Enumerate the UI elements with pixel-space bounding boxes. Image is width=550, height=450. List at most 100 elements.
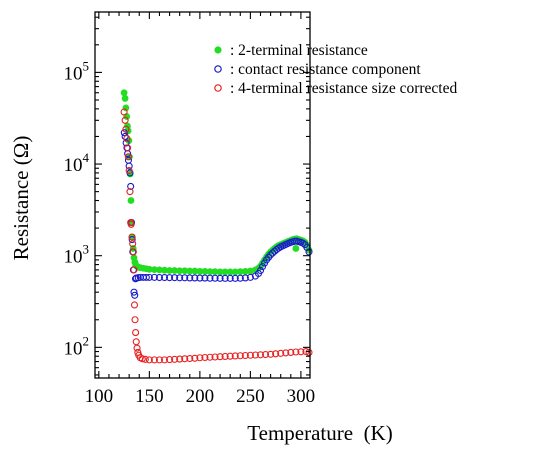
data-points-layer bbox=[120, 89, 313, 364]
y-tick-label-100: 102 bbox=[64, 333, 90, 359]
x-tick-label-250: 250 bbox=[236, 386, 265, 407]
point-s3-39 bbox=[221, 352, 229, 361]
point-s3-23 bbox=[141, 355, 149, 363]
x-tick-label-200: 200 bbox=[186, 386, 215, 407]
point-s3-53 bbox=[292, 348, 300, 356]
point-s3-17 bbox=[132, 338, 140, 346]
point-s2-13 bbox=[130, 288, 138, 296]
point-s3-25 bbox=[150, 356, 158, 364]
point-s3-5 bbox=[124, 153, 132, 161]
point-s1-40 bbox=[241, 267, 249, 275]
y-axis-title: Resistance (Ω) bbox=[9, 136, 33, 261]
point-s2-0 bbox=[120, 129, 128, 137]
point-s3-33 bbox=[191, 354, 199, 362]
point-s3-45 bbox=[251, 351, 259, 359]
series-2 bbox=[120, 129, 313, 299]
point-s1-37 bbox=[226, 268, 234, 276]
point-s1-23 bbox=[156, 266, 163, 274]
point-s3-51 bbox=[282, 349, 290, 357]
x-axis-title: Temperature (K) bbox=[247, 421, 392, 445]
point-s1-34 bbox=[211, 268, 219, 276]
x-tick-label-100: 100 bbox=[85, 386, 114, 407]
point-s1-24 bbox=[161, 266, 168, 274]
point-s2-25 bbox=[166, 274, 174, 282]
point-s2-14 bbox=[131, 291, 139, 299]
point-s3-50 bbox=[277, 349, 285, 357]
point-s2-26 bbox=[171, 274, 179, 282]
point-s3-42 bbox=[236, 352, 244, 360]
legend-marker-2 bbox=[214, 65, 222, 73]
point-s3-52 bbox=[287, 348, 295, 356]
point-s2-68 bbox=[305, 248, 313, 256]
point-s3-4 bbox=[124, 144, 132, 152]
point-s2-30 bbox=[191, 274, 199, 282]
point-s3-31 bbox=[181, 355, 189, 363]
y-tick-label-10000: 104 bbox=[64, 150, 90, 176]
point-s2-37 bbox=[226, 274, 234, 282]
point-s2-10 bbox=[128, 236, 136, 244]
y-tick-label-1000: 103 bbox=[64, 242, 90, 268]
x-tick-label-300: 300 bbox=[287, 386, 316, 407]
point-s3-9 bbox=[127, 220, 135, 228]
plot-frame bbox=[94, 11, 311, 379]
point-s3-49 bbox=[272, 350, 280, 358]
point-s3-15 bbox=[131, 316, 139, 324]
point-s2-8 bbox=[127, 182, 135, 190]
point-s2-40 bbox=[241, 274, 249, 282]
point-s2-32 bbox=[201, 274, 209, 282]
point-s3-37 bbox=[211, 353, 219, 361]
point-s2-49 bbox=[267, 251, 275, 259]
point-s2-41 bbox=[246, 273, 254, 281]
point-s1-62 bbox=[292, 245, 300, 252]
x-tick-label-150: 150 bbox=[135, 386, 164, 407]
point-s2-24 bbox=[160, 273, 169, 282]
point-s3-44 bbox=[246, 351, 254, 359]
point-s1-22 bbox=[151, 266, 158, 274]
legend-marker-3 bbox=[214, 84, 222, 92]
point-s3-3 bbox=[123, 134, 131, 143]
point-s1-21 bbox=[145, 265, 153, 273]
point-s3-27 bbox=[160, 356, 169, 364]
point-s1-26 bbox=[171, 267, 179, 274]
point-s2-65 bbox=[299, 239, 307, 247]
point-s3-18 bbox=[133, 344, 141, 352]
point-s3-36 bbox=[206, 353, 214, 361]
series-3 bbox=[120, 108, 313, 364]
point-s1-32 bbox=[201, 267, 209, 275]
point-s3-54 bbox=[297, 348, 305, 356]
legend-label-3: : 4-terminal resistance size corrected bbox=[230, 80, 457, 97]
point-s3-34 bbox=[196, 354, 204, 362]
point-s3-12 bbox=[129, 248, 137, 256]
point-s1-2 bbox=[122, 104, 130, 112]
legend-marker-1 bbox=[214, 46, 222, 54]
point-s3-30 bbox=[176, 355, 184, 363]
point-s1-25 bbox=[166, 267, 173, 274]
point-s1-9 bbox=[127, 197, 135, 204]
point-s1-33 bbox=[206, 268, 214, 276]
point-s1-0 bbox=[120, 89, 128, 97]
point-s1-28 bbox=[181, 267, 189, 275]
point-s2-21 bbox=[145, 273, 153, 281]
point-s2-36 bbox=[221, 274, 229, 282]
point-s3-10 bbox=[128, 233, 136, 241]
point-s3-2 bbox=[122, 125, 130, 133]
point-s3-0 bbox=[120, 108, 128, 116]
point-s3-41 bbox=[231, 352, 239, 360]
point-s3-28 bbox=[166, 356, 174, 364]
tick-labels: 100 150 200 250 300 102 103 104 105 bbox=[64, 58, 316, 407]
point-s1-29 bbox=[186, 267, 194, 275]
point-s3-24 bbox=[145, 356, 153, 364]
y-tick-label-100000: 105 bbox=[64, 58, 90, 84]
point-s2-31 bbox=[196, 274, 204, 282]
point-s2-28 bbox=[181, 274, 189, 282]
legend: : 2-terminal resistance: contact resista… bbox=[214, 42, 457, 97]
point-s2-44 bbox=[256, 266, 265, 275]
point-s1-31 bbox=[196, 267, 204, 275]
point-s2-50 bbox=[269, 249, 277, 257]
point-s1-39 bbox=[236, 268, 244, 276]
point-s3-14 bbox=[130, 301, 139, 309]
point-s3-48 bbox=[267, 350, 275, 358]
point-s3-22 bbox=[138, 355, 146, 363]
legend-label-2: : contact resistance component bbox=[230, 61, 421, 78]
point-s2-38 bbox=[231, 274, 239, 282]
